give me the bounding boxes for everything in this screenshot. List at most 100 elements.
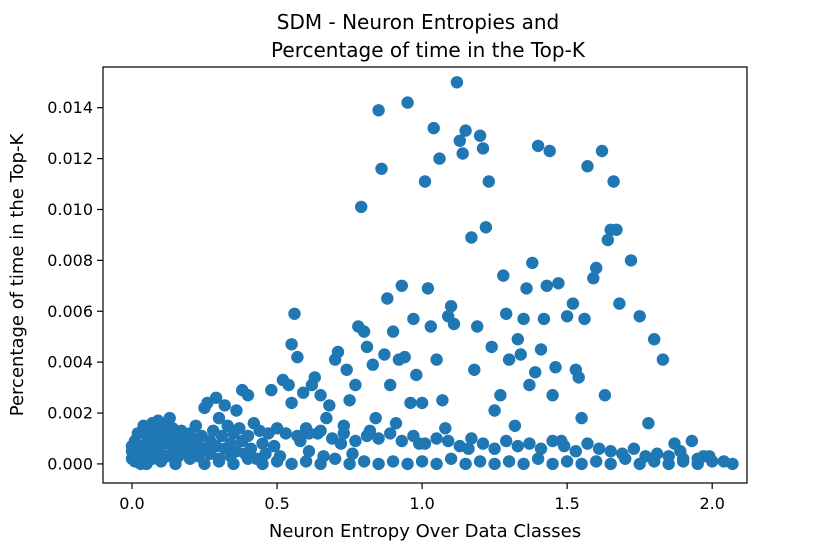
data-point: [488, 442, 501, 455]
data-point: [613, 297, 626, 310]
data-point: [642, 417, 655, 430]
data-point: [285, 338, 298, 351]
data-point: [677, 455, 690, 468]
data-point: [401, 96, 414, 109]
data-point: [662, 450, 675, 463]
data-point: [523, 378, 536, 392]
data-point: [407, 312, 420, 326]
data-point: [578, 312, 591, 326]
x-axis-ticks: 0.0 0.5 1.0 1.5 2.0: [119, 483, 725, 513]
data-point: [401, 457, 414, 471]
data-point: [494, 389, 507, 402]
data-point: [357, 325, 371, 338]
x-tick-label: 1.0: [409, 494, 434, 513]
data-point: [378, 348, 391, 361]
data-point: [372, 104, 385, 117]
data-point: [439, 422, 452, 435]
data-point: [650, 447, 664, 460]
data-point: [502, 353, 516, 366]
data-point: [328, 452, 342, 465]
data-point: [355, 200, 368, 214]
y-tick-label: 0.002: [47, 404, 93, 423]
data-point: [404, 396, 417, 410]
data-point: [291, 429, 304, 443]
data-point: [543, 144, 556, 158]
data-point: [502, 455, 516, 468]
data-point: [288, 307, 301, 320]
data-point: [230, 404, 243, 417]
data-point: [465, 231, 478, 244]
data-point: [299, 455, 313, 468]
data-point: [154, 455, 168, 468]
data-point: [183, 452, 197, 465]
y-tick-label: 0.000: [47, 454, 93, 473]
data-point: [395, 279, 408, 292]
data-point: [415, 455, 429, 468]
data-point: [459, 457, 472, 471]
y-tick-label: 0.004: [47, 353, 93, 372]
data-point: [531, 139, 545, 153]
data-point: [616, 447, 629, 460]
data-point: [282, 378, 295, 392]
data-point: [212, 455, 226, 468]
data-point: [433, 152, 446, 165]
data-point: [560, 310, 574, 323]
data-point: [604, 457, 617, 471]
data-point: [357, 455, 371, 468]
data-points: [125, 76, 739, 471]
data-point: [308, 371, 321, 384]
data-point: [531, 452, 545, 465]
data-point: [418, 175, 432, 188]
data-point: [482, 175, 495, 188]
data-point: [218, 399, 231, 412]
data-point: [349, 434, 362, 448]
data-point: [459, 124, 472, 137]
data-point: [349, 378, 362, 392]
data-point: [703, 450, 716, 463]
data-point: [285, 396, 298, 410]
data-point: [198, 457, 211, 471]
data-point: [581, 160, 594, 173]
data-point: [453, 439, 466, 453]
data-point: [685, 434, 699, 448]
data-point: [340, 363, 353, 376]
data-point: [560, 455, 574, 468]
data-point: [140, 457, 153, 471]
data-point: [546, 389, 559, 402]
data-point: [169, 457, 182, 471]
data-point: [291, 350, 304, 364]
data-point: [497, 269, 510, 282]
data-point: [590, 261, 603, 275]
data-point: [302, 445, 316, 458]
data-point: [500, 434, 513, 448]
data-point: [241, 452, 255, 465]
data-point: [488, 404, 501, 417]
data-point: [386, 325, 400, 338]
data-point: [265, 383, 278, 397]
data-point: [430, 432, 443, 445]
data-point: [381, 292, 394, 305]
x-tick-label: 2.0: [699, 494, 724, 513]
data-point: [476, 437, 490, 450]
data-point: [549, 361, 562, 374]
data-point: [523, 437, 536, 450]
data-point: [476, 142, 490, 155]
data-point: [227, 457, 240, 471]
chart-title-line-2: Percentage of time in the Top-K: [271, 38, 586, 62]
data-point: [398, 350, 411, 364]
data-point: [624, 254, 638, 267]
data-point: [473, 129, 487, 142]
data-point: [241, 429, 255, 443]
data-point: [485, 340, 498, 354]
data-point: [648, 333, 661, 346]
data-point: [285, 457, 298, 471]
data-point: [444, 300, 458, 313]
data-point: [500, 307, 513, 320]
data-point: [552, 277, 565, 290]
data-point: [415, 396, 429, 410]
data-point: [424, 320, 437, 333]
data-point: [575, 457, 588, 471]
data-point: [639, 450, 652, 463]
x-tick-label: 0.5: [264, 494, 289, 513]
data-point: [331, 345, 345, 359]
